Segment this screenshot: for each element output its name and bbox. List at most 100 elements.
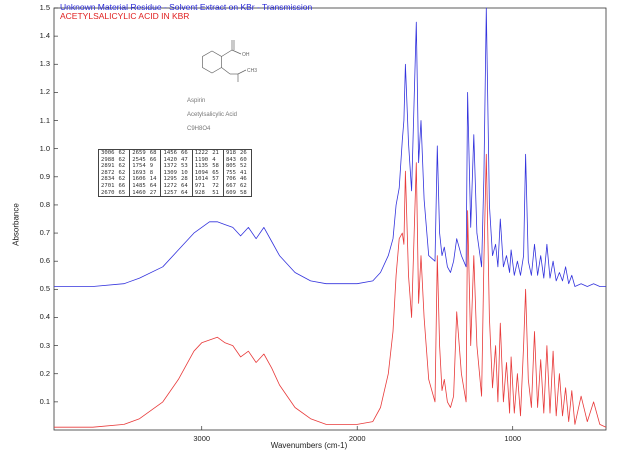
peak-table-row: 2670 65 1460 27 1257 64 928 51 609 58 bbox=[98, 189, 252, 197]
peak-wavenumber: 1295 bbox=[160, 176, 179, 183]
peak-wavenumber: 2872 bbox=[98, 169, 117, 177]
peak-transmittance: 60 bbox=[240, 156, 247, 163]
y-tick-label: 1.0 bbox=[39, 143, 50, 153]
molecule-bond bbox=[237, 69, 247, 75]
peak-transmittance: 72 bbox=[212, 182, 219, 189]
peak-wavenumber: 2834 bbox=[98, 176, 117, 183]
x-tick-label: 2000 bbox=[348, 434, 366, 443]
plot-area bbox=[53, 7, 607, 431]
peak-wavenumber: 1222 bbox=[191, 149, 211, 157]
y-tick-label: 1.4 bbox=[39, 31, 50, 41]
molecule-bond bbox=[231, 49, 242, 55]
peak-transmittance: 62 bbox=[118, 163, 126, 170]
peak-transmittance: 46 bbox=[240, 176, 247, 183]
peak-wavenumber: 805 bbox=[222, 163, 239, 170]
peak-wavenumber: 1014 bbox=[191, 176, 211, 183]
y-tick-label: 0.8 bbox=[39, 199, 50, 209]
y-tick-label: 0.5 bbox=[39, 284, 50, 294]
y-tick-label: 0.4 bbox=[39, 312, 50, 322]
peak-wavenumber: 1485 bbox=[129, 182, 148, 190]
peak-wavenumber: 3006 bbox=[98, 149, 117, 157]
peak-table-row: 2891 62 1754 9 1372 53 1135 58 805 52 bbox=[98, 163, 252, 170]
peak-transmittance: 66 bbox=[180, 150, 188, 156]
peak-wavenumber: 706 bbox=[222, 176, 239, 183]
legend-entry-sample: Unknown Material Residue - Solvent Extra… bbox=[60, 2, 313, 12]
peak-table-row: 2701 66 1485 64 1272 64 971 72 667 62 bbox=[98, 182, 252, 190]
y-tick-label: 0.3 bbox=[39, 340, 50, 350]
peak-wavenumber: 1190 bbox=[191, 156, 211, 164]
peak-wavenumber: 1135 bbox=[191, 163, 211, 170]
ch3-label: CH3 bbox=[247, 68, 257, 74]
molecule-bond bbox=[221, 67, 231, 75]
peak-transmittance: 4 bbox=[212, 156, 216, 163]
series-line-reference bbox=[54, 153, 607, 428]
peak-transmittance: 53 bbox=[180, 163, 188, 170]
peak-wavenumber: 1094 bbox=[191, 169, 211, 177]
peak-wavenumber: 928 bbox=[191, 189, 211, 197]
peak-transmittance: 62 bbox=[118, 156, 126, 163]
peak-transmittance: 9 bbox=[149, 163, 154, 170]
peak-transmittance: 14 bbox=[149, 176, 157, 183]
peak-transmittance: 62 bbox=[118, 169, 126, 176]
cooh-label: OH bbox=[242, 52, 250, 58]
peak-transmittance: 62 bbox=[118, 150, 126, 156]
peak-transmittance: 28 bbox=[180, 176, 188, 183]
peak-table-row: 2988 62 2545 66 1420 47 1190 4 843 60 bbox=[98, 156, 252, 164]
x-tick-label: 1000 bbox=[504, 434, 522, 443]
peak-transmittance: 10 bbox=[180, 169, 188, 176]
peak-wavenumber: 609 bbox=[222, 189, 239, 197]
y-tick-label: 1.1 bbox=[39, 115, 50, 125]
peak-transmittance: 62 bbox=[118, 176, 126, 183]
y-tick-label: 0.1 bbox=[39, 396, 50, 406]
peak-transmittance: 65 bbox=[212, 169, 219, 176]
peak-transmittance: 47 bbox=[180, 156, 188, 163]
peak-transmittance: 41 bbox=[240, 169, 247, 176]
peak-wavenumber: 1456 bbox=[160, 149, 179, 157]
series-line-sample bbox=[54, 7, 606, 287]
peak-table-row: 3006 62 2659 68 1456 66 1222 21 918 26 bbox=[98, 149, 252, 157]
peak-wavenumber: 667 bbox=[222, 182, 239, 190]
compound-name: Aspirin bbox=[187, 98, 206, 104]
peak-transmittance: 51 bbox=[212, 189, 219, 196]
peak-wavenumber: 2545 bbox=[129, 156, 148, 164]
peak-transmittance: 66 bbox=[149, 156, 157, 163]
compound-formula: C9H8O4 bbox=[187, 126, 211, 132]
peak-wavenumber: 1693 bbox=[129, 169, 148, 177]
peak-wavenumber: 1460 bbox=[129, 189, 148, 197]
y-axis-label: Absorbance bbox=[11, 203, 21, 246]
peak-wavenumber: 755 bbox=[222, 169, 239, 177]
peak-wavenumber: 2701 bbox=[98, 182, 117, 190]
y-tick-label: 0.9 bbox=[39, 171, 50, 181]
peak-wavenumber: 1606 bbox=[129, 176, 148, 183]
peak-transmittance: 65 bbox=[118, 189, 126, 196]
compound-synonym: Acetylsalicylic Acid bbox=[187, 112, 238, 118]
aspirin-structure-diagram: OH CH3 bbox=[202, 40, 257, 82]
peak-wavenumber: 2988 bbox=[98, 156, 117, 164]
peak-wavenumber: 1420 bbox=[160, 156, 179, 164]
x-tick-label: 3000 bbox=[193, 434, 211, 443]
spectrum-traces bbox=[54, 7, 607, 428]
legend-entry-reference: ACETYLSALICYLIC ACID IN KBR bbox=[60, 11, 190, 21]
peak-wavenumber: 918 bbox=[222, 149, 239, 157]
peak-transmittance: 58 bbox=[212, 163, 219, 170]
peak-transmittance: 64 bbox=[149, 182, 157, 189]
peak-table-row: 2872 62 1693 8 1309 10 1094 65 755 41 bbox=[98, 169, 252, 177]
peak-wavenumber: 1372 bbox=[160, 163, 179, 170]
peak-wavenumber: 1754 bbox=[129, 163, 148, 170]
peak-wavenumber: 2670 bbox=[98, 189, 117, 197]
y-tick-label: 0.7 bbox=[39, 228, 50, 238]
peak-wavenumber: 2659 bbox=[129, 149, 148, 157]
peak-transmittance: 21 bbox=[212, 150, 219, 156]
peak-wavenumber: 1272 bbox=[160, 182, 179, 190]
x-axis-label: Wavenumbers (cm-1) bbox=[270, 441, 348, 450]
peak-transmittance: 26 bbox=[240, 150, 247, 156]
peak-transmittance: 52 bbox=[240, 163, 247, 170]
peak-transmittance: 66 bbox=[118, 182, 126, 189]
peak-table-row: 2834 62 1606 14 1295 28 1014 57 706 46 bbox=[98, 176, 252, 183]
peak-wavenumber: 1257 bbox=[160, 189, 179, 197]
peak-wavenumber: 843 bbox=[222, 156, 239, 164]
peak-transmittance: 68 bbox=[149, 150, 157, 156]
peak-wavenumber: 1309 bbox=[160, 169, 179, 177]
peak-transmittance: 8 bbox=[149, 169, 154, 176]
peak-wavenumber: 2891 bbox=[98, 163, 117, 170]
